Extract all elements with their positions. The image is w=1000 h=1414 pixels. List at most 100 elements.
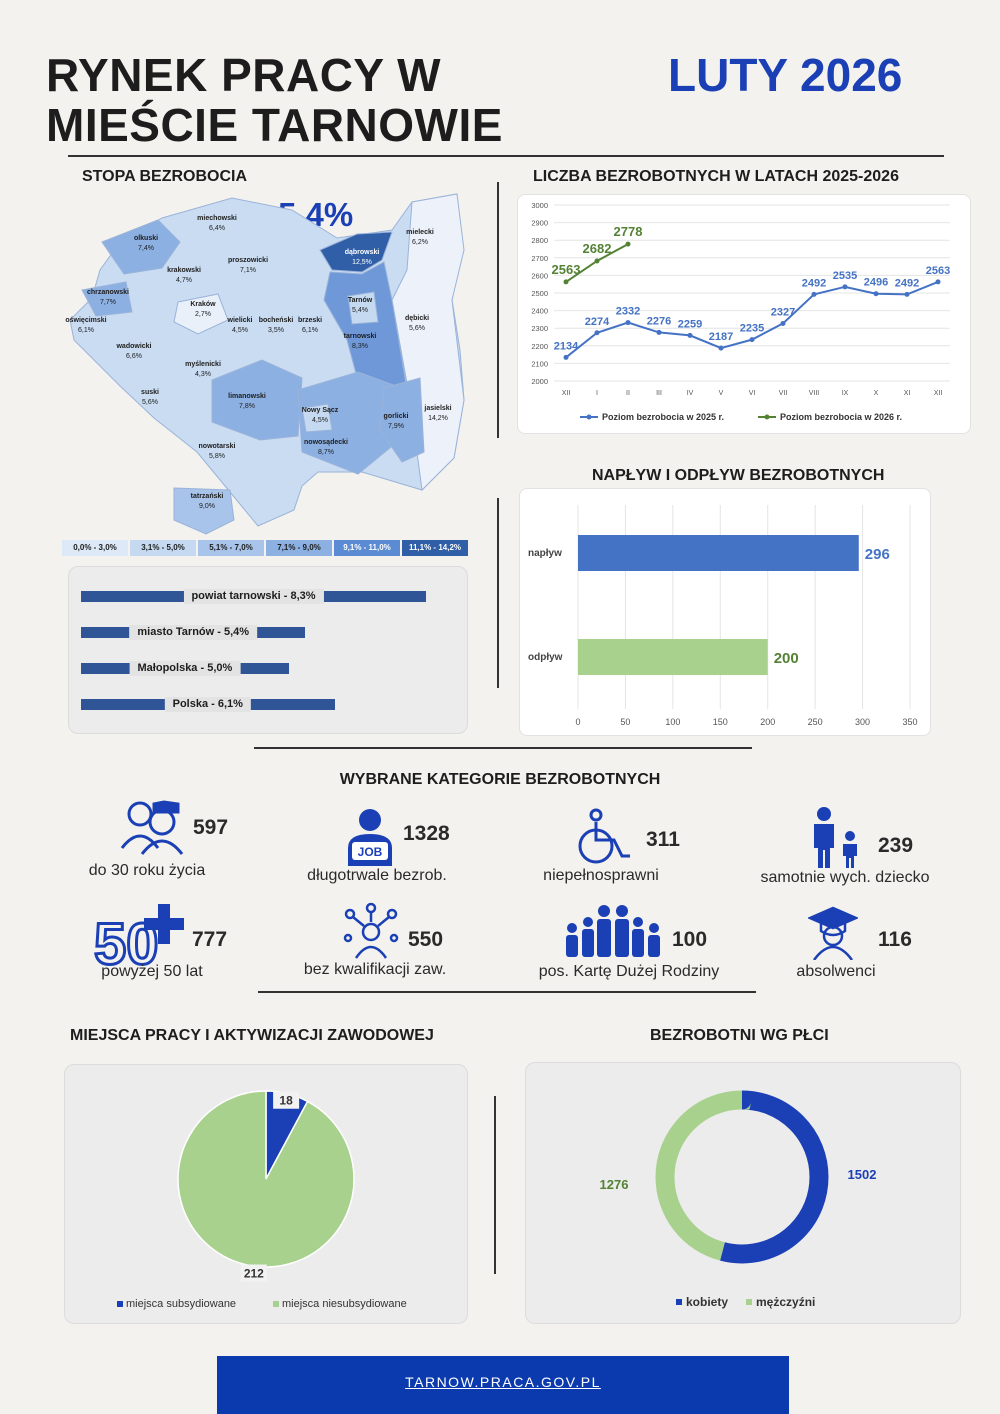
title-line-1: RYNEK PRACY W xyxy=(46,49,441,101)
flow-category-label: odpływ xyxy=(528,652,563,663)
line-x-tick: VII xyxy=(779,390,788,397)
parent-child-icon xyxy=(814,807,857,868)
line-point xyxy=(594,258,600,264)
map-region-dabrowski xyxy=(319,231,393,273)
line-point xyxy=(904,291,910,297)
map-region-tarnow-city xyxy=(347,291,379,325)
category-label: powyżej 50 lat xyxy=(101,963,203,980)
pie-data-label: 212 xyxy=(244,1266,264,1280)
map-region-nowy-sacz xyxy=(301,403,333,433)
line-point xyxy=(656,329,662,335)
line-x-tick: III xyxy=(656,390,662,397)
map-label-value: 3,5% xyxy=(268,327,284,334)
flow-chart-panel: 0 50 100 150 200 250 300 350 napływ 296 odpływ 200 xyxy=(519,488,931,736)
legend-item: 5,1% - 7,0% xyxy=(198,540,264,556)
map-label-value: 4,5% xyxy=(312,417,328,424)
line-data-label: 2492 xyxy=(895,277,919,289)
category-value: 239 xyxy=(878,834,914,857)
map-legend: 0,0% - 3,0% 3,1% - 5,0% 5,1% - 7,0% 7,1% - … xyxy=(62,540,472,556)
line-data-label: 2682 xyxy=(583,241,612,256)
mid-divider-2 xyxy=(258,991,756,993)
category-label: długotrwale bezrob. xyxy=(307,867,447,884)
bar-x-tick: 50 xyxy=(620,717,630,727)
map-label-value: 7,9% xyxy=(388,423,404,430)
line-x-tick: XII xyxy=(562,390,571,397)
map-label-value: 7,8% xyxy=(239,403,255,410)
comparison-bar: powiat tarnowski - 8,3% xyxy=(81,589,426,604)
bar-x-tick: 300 xyxy=(855,717,870,727)
donut-legend-swatch xyxy=(676,1299,682,1305)
map-label-name: olkuski xyxy=(134,235,158,242)
legend-item: 0,0% - 3,0% xyxy=(62,540,128,556)
line-point xyxy=(625,320,631,326)
line-point xyxy=(718,345,724,351)
line-point xyxy=(873,291,879,297)
title-line-2: MIEŚCIE TARNOWIE xyxy=(46,99,503,151)
map-label-name: limanowski xyxy=(228,393,266,400)
pie-legend-swatch xyxy=(273,1301,279,1307)
bar-x-tick: 200 xyxy=(760,717,775,727)
line-data-label: 2492 xyxy=(802,277,826,289)
comparison-panel: powiat tarnowski - 8,3% miasto Tarnów - 5… xyxy=(68,566,468,734)
map-label-name: proszowicki xyxy=(228,257,268,264)
map-label-value: 7,1% xyxy=(240,267,256,274)
map-region-chrzanowski xyxy=(81,281,133,317)
map-label-name: dębicki xyxy=(405,315,429,322)
flow-bar xyxy=(578,535,859,571)
young-people-icon xyxy=(120,800,184,855)
job-worker-icon: JOB xyxy=(348,809,392,866)
flow-bar-chart: 0 50 100 150 200 250 300 350 napływ 296 odpływ 200 xyxy=(528,505,918,727)
skills-person-icon xyxy=(343,902,399,959)
line-chart: 2000 2100 2200 2300 2400 2500 2600 2700 2800 2900… xyxy=(531,201,950,422)
map-label-value: 14,2% xyxy=(428,415,448,422)
line-data-label: 2563 xyxy=(552,262,581,277)
map-label-name: chrzanowski xyxy=(87,289,129,296)
line-legend-dot xyxy=(586,414,592,420)
line-data-label: 2778 xyxy=(614,224,643,239)
pie-legend-swatch xyxy=(117,1301,123,1307)
category-label: do 30 roku życia xyxy=(88,862,206,879)
map-label-name: wadowicki xyxy=(115,343,151,350)
category-value: 100 xyxy=(672,928,708,951)
donut-legend-swatch xyxy=(746,1299,752,1305)
map-label-name: nowosądecki xyxy=(304,439,348,446)
line-data-label: 2276 xyxy=(647,315,671,327)
map-label-value: 6,1% xyxy=(302,327,318,334)
fifty-plus-icon: 50 xyxy=(93,904,184,966)
flow-value-label: 296 xyxy=(865,546,890,563)
map-label-value: 9,0% xyxy=(199,503,215,510)
line-point xyxy=(749,337,755,343)
donut-legend-label: mężczyźni xyxy=(756,1295,815,1309)
map-label-name: oświęcimski xyxy=(65,317,106,324)
comparison-bar: miasto Tarnów - 5,4% xyxy=(81,625,306,640)
line-y-tick: 2000 xyxy=(531,377,548,386)
map-label-name: brzeski xyxy=(298,317,322,324)
map-labels: miechowski 6,4% olkuski 7,4% proszowicki 7,1%… xyxy=(65,215,451,510)
line-y-tick: 2600 xyxy=(531,271,548,280)
map-label-name: suski xyxy=(141,389,159,396)
pie-data-label: 18 xyxy=(279,1094,293,1108)
donut-legend-label: kobiety xyxy=(686,1295,728,1309)
map-label-name: Kraków xyxy=(190,301,216,308)
report-date: LUTY 2026 xyxy=(668,49,903,101)
category-label: niepełnosprawni xyxy=(543,867,659,884)
footer-link[interactable]: TARNOW.PRACA.GOV.PL xyxy=(405,1374,601,1390)
vertical-divider-2 xyxy=(497,498,499,688)
line-x-tick: IV xyxy=(687,390,694,397)
map-label-name: nowotarski xyxy=(199,443,236,450)
line-y-tick: 2100 xyxy=(531,359,548,368)
graduate-icon xyxy=(808,906,858,960)
line-data-label: 2274 xyxy=(585,316,610,328)
line-data-label: 2332 xyxy=(616,306,640,318)
map-label-value: 5,8% xyxy=(209,453,225,460)
line-data-label: 2187 xyxy=(709,331,733,343)
pie-legend-label: miejsca subsydiowane xyxy=(126,1298,236,1310)
donut-panel: 1502 1276 kobiety mężczyźni xyxy=(525,1062,961,1324)
category-value: 311 xyxy=(646,828,680,851)
line-point xyxy=(563,354,569,360)
line-y-tick: 3000 xyxy=(531,201,548,210)
bar-x-tick: 100 xyxy=(665,717,680,727)
map-label-name: mielecki xyxy=(406,229,434,236)
category-label: bez kwalifikacji zaw. xyxy=(303,961,447,978)
line-point xyxy=(842,284,848,290)
